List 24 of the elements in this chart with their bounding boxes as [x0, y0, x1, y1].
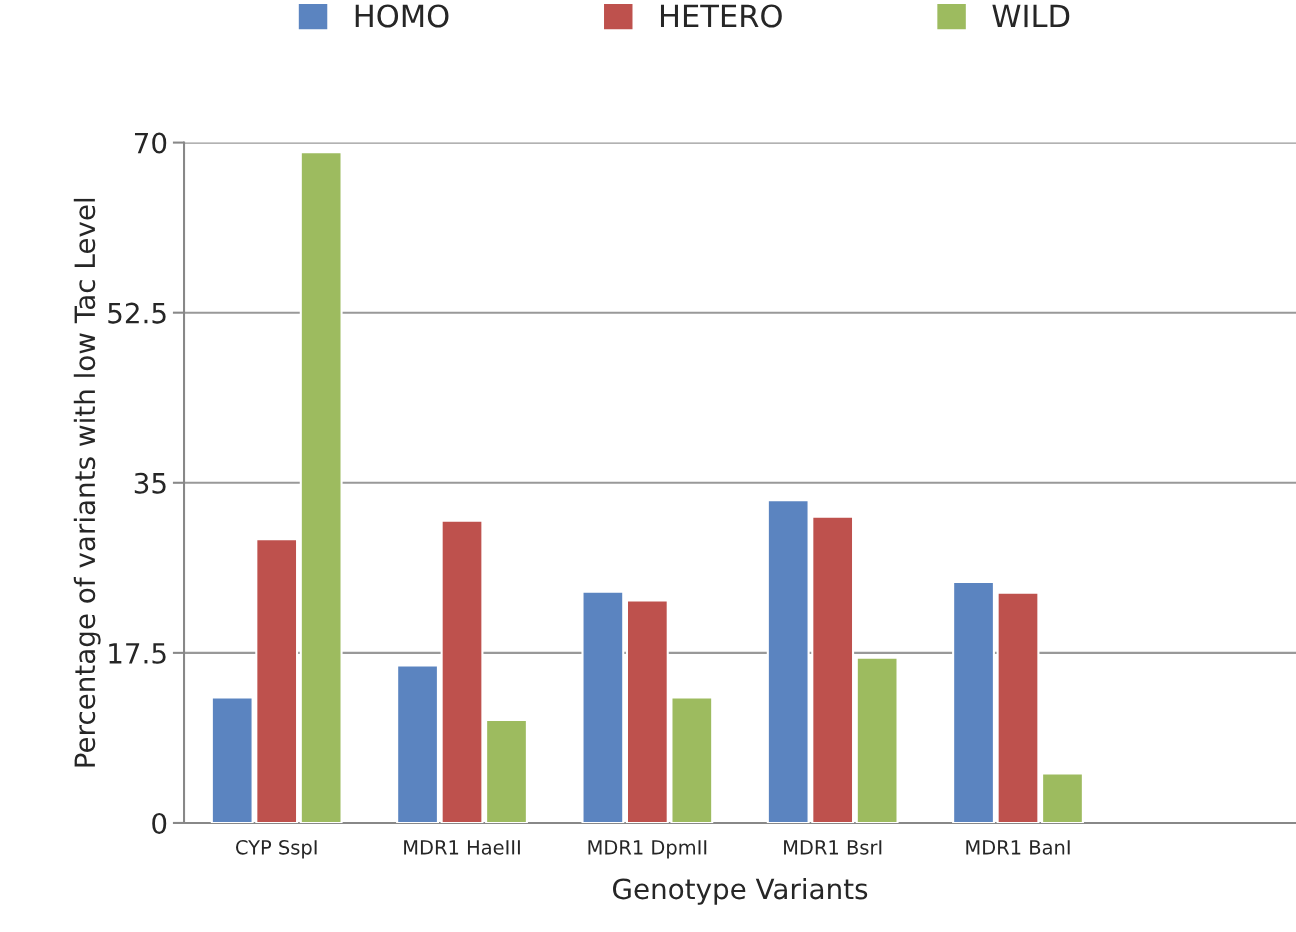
x-tick-label: MDR1 BsrI — [784, 840, 882, 855]
x-tick-label: MDR1 HaeIII — [404, 840, 520, 855]
legend-label: HETERO — [660, 4, 782, 28]
bar — [396, 664, 439, 823]
y-tick-label: 52.5 — [108, 302, 166, 324]
x-tick-label: MDR1 DpmII — [588, 840, 707, 859]
bar — [855, 656, 899, 823]
x-tick-label: MDR1 BanI — [966, 840, 1070, 855]
bar — [996, 591, 1040, 823]
bar — [299, 151, 343, 823]
bar — [440, 519, 484, 823]
legend-label: WILD — [992, 4, 1070, 28]
x-axis-title: Genotype Variants — [613, 877, 868, 905]
y-tick-label: 0 — [152, 812, 167, 834]
y-tick-label: 17.5 — [109, 643, 166, 664]
y-axis-title: Percentage of variants with low Tac Level — [73, 198, 101, 767]
legend-label: HOMO — [355, 4, 449, 28]
bar — [1041, 772, 1084, 823]
y-tick-label: 70 — [134, 132, 167, 154]
y-tick-label: 35 — [134, 472, 166, 494]
x-tick-label: CYP SspI — [236, 839, 317, 859]
bar — [952, 580, 995, 823]
bar — [581, 590, 625, 823]
bar — [485, 718, 528, 823]
